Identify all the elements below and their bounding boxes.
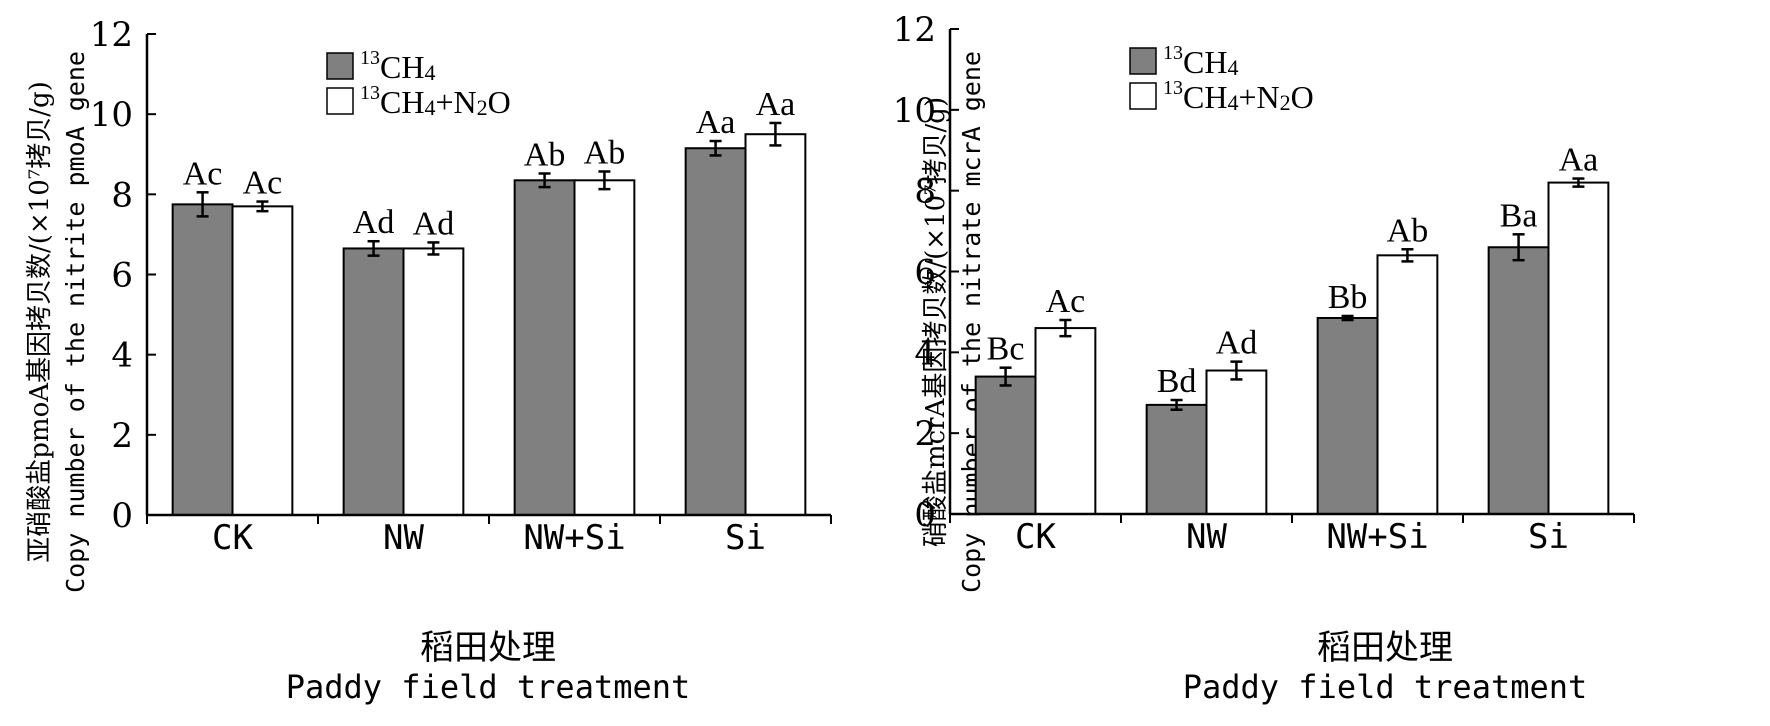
bar [1547,181,1610,515]
significance-label: Ac [183,155,223,192]
legend-label-13ch4: 13CH4 [360,47,435,85]
significance-label: Ab [584,134,626,171]
significance-label: Bc [987,331,1025,368]
bar [974,375,1037,516]
significance-label: Ac [1046,283,1086,320]
y-tick-label: 10 [893,91,936,131]
bar [231,205,294,516]
bar [573,179,636,516]
bar [1145,403,1208,515]
y-axis-title-en: Copy number of the nitrite pmoA gene [61,51,90,593]
chart-panel-pmoa: 亚硝酸盐pmoA基因拷贝数/(×10⁷拷贝/g) Copy number of … [25,15,832,706]
y-tick-label: 0 [111,496,133,536]
bar [513,179,576,516]
x-axis-title-cn: 稻田处理 [1317,628,1453,668]
significance-label: Ba [1500,197,1538,234]
x-tick-label: Si [725,518,766,558]
y-tick-label: 8 [111,175,133,215]
legend-swatch-13ch4-n2o [326,87,354,115]
legend-swatch-13ch4 [326,52,354,80]
chart-marks: Ac Ac Ad Ad Ab Ab Aa Aa [171,86,807,517]
y-tick-label: 2 [914,414,936,454]
significance-label: Bd [1157,363,1197,400]
bar [171,203,234,517]
significance-label: Aa [756,86,796,123]
x-tick-label: CK [1015,517,1056,557]
significance-label: Ad [353,204,395,241]
chart-marks: Bc Ac Bd Ad Bb Ab Ba Aa [974,142,1610,516]
x-tick-label: NW [1186,517,1227,557]
bar [1205,369,1268,516]
significance-label: Ab [1387,212,1429,249]
x-tick-label: NW [383,518,424,558]
bar [684,147,747,517]
bar [342,247,405,516]
chart-panel-mcra: 硝酸盐mcrA基因拷贝数/(×10⁷拷贝/g) Copy number of t… [893,10,1635,706]
significance-label: Ad [1216,325,1258,362]
legend: 13CH4 13CH4+N2O [1129,42,1314,115]
y-tick-label: 6 [914,253,936,293]
bar [744,133,807,516]
y-tick-label: 6 [111,256,133,296]
significance-label: Ab [524,136,566,173]
y-axis-title-cn: 硝酸盐mcrA基因拷贝数/(×10⁷拷贝/g) [921,97,951,547]
x-axis-title-cn: 稻田处理 [420,628,556,668]
y-tick-label: 12 [893,10,936,50]
axes: CK NW NW+Si Si 0 2 4 6 8 10 12 [90,15,832,558]
legend-swatch-13ch4-n2o [1129,82,1157,110]
y-tick-label: 4 [914,333,936,373]
legend: 13CH4 13CH4+N2O [326,47,511,120]
legend-label-13ch4-n2o: 13CH4+N2O [360,82,511,120]
y-axis-title-cn: 亚硝酸盐pmoA基因拷贝数/(×10⁷拷贝/g) [25,81,55,562]
y-tick-label: 2 [111,416,133,456]
y-tick-label: 8 [914,172,936,212]
significance-label: Ac [243,165,283,202]
significance-label: Aa [1559,142,1599,179]
y-tick-label: 12 [90,15,133,55]
significance-label: Aa [696,104,736,141]
legend-label-13ch4: 13CH4 [1163,42,1238,80]
bar [402,247,465,516]
bar [1316,316,1379,515]
x-tick-label: NW+Si [523,518,625,558]
x-tick-label: NW+Si [1326,517,1428,557]
legend-label-13ch4-n2o: 13CH4+N2O [1163,77,1314,115]
x-tick-label: Si [1528,517,1569,557]
y-tick-label: 4 [111,336,133,376]
significance-label: Bb [1328,279,1368,316]
x-tick-label: CK [212,518,253,558]
x-axis-title-en: Paddy field treatment [1183,668,1588,706]
bar [1034,327,1097,516]
y-tick-label: 0 [914,495,936,535]
axes: CK NW NW+Si Si 0 2 4 6 8 10 12 [893,10,1635,557]
x-axis-title-en: Paddy field treatment [286,668,691,706]
legend-swatch-13ch4 [1129,47,1157,75]
bar [1376,254,1439,515]
significance-label: Ad [413,205,455,242]
bar [1487,246,1550,515]
y-tick-label: 10 [90,95,133,135]
